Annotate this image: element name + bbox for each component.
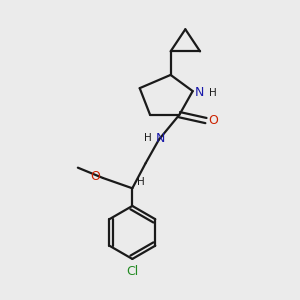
Text: H: H bbox=[144, 133, 152, 143]
Text: N: N bbox=[195, 86, 204, 99]
Text: O: O bbox=[208, 114, 218, 127]
Text: N: N bbox=[155, 132, 165, 145]
Text: H: H bbox=[209, 88, 217, 98]
Text: O: O bbox=[91, 170, 100, 183]
Text: Cl: Cl bbox=[126, 266, 139, 278]
Text: H: H bbox=[137, 177, 145, 188]
